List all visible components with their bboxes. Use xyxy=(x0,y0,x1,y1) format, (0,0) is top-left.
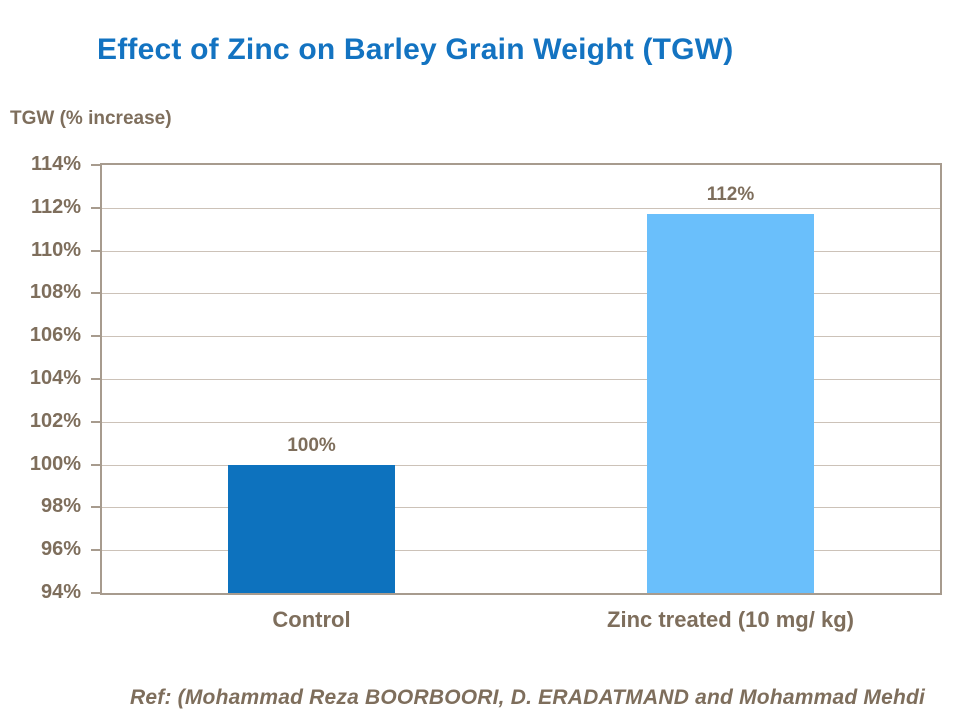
y-tick-mark xyxy=(91,463,100,466)
y-tick-mark xyxy=(91,592,100,594)
gridline-102 xyxy=(102,421,940,423)
y-tick-mark xyxy=(91,549,100,552)
chart-title: Effect of Zinc on Barley Grain Weight (T… xyxy=(97,33,734,66)
bar-control xyxy=(228,464,395,593)
y-tick-label: 108% xyxy=(29,281,81,304)
y-tick-mark xyxy=(91,249,100,252)
y-tick-mark xyxy=(91,335,100,338)
y-tick-mark xyxy=(91,378,100,380)
y-tick-label: 100% xyxy=(29,452,81,475)
y-tick-mark xyxy=(91,206,100,209)
bar-value-label: 100% xyxy=(287,434,336,456)
y-tick-mark xyxy=(91,420,100,423)
gridline-108 xyxy=(102,293,940,295)
y-tick-label: 96% xyxy=(40,538,81,561)
y-axis-title: TGW (% increase) xyxy=(10,108,172,129)
y-tick-label: 94% xyxy=(40,581,81,604)
gridline-98 xyxy=(102,507,940,509)
y-tick-label: 112% xyxy=(30,195,81,218)
y-tick-mark xyxy=(91,506,100,509)
gridline-106 xyxy=(102,336,940,338)
y-tick-label: 114% xyxy=(30,153,81,176)
y-tick-label: 110% xyxy=(30,238,81,261)
y-tick-mark xyxy=(91,164,100,166)
bar-value-label: 112% xyxy=(706,184,755,206)
y-tick-label: 104% xyxy=(29,367,81,390)
y-tick-label: 98% xyxy=(40,495,81,518)
reference-text: Ref: (Mohammad Reza BOORBOORI, D. ERADAT… xyxy=(130,686,926,709)
gridline-110 xyxy=(102,250,940,252)
plot-area: 114% 112% 110% 108% 106% 104% 102% 100% 98% 96% 94… xyxy=(30,153,942,632)
gridline-112 xyxy=(102,207,940,209)
bar-zinc-treated xyxy=(647,214,814,593)
category-label-zinc-treated: Zinc treated (10 mg/ kg) xyxy=(607,607,854,632)
category-label-control: Control xyxy=(272,607,351,632)
gridline-96 xyxy=(102,550,940,552)
y-tick-mark xyxy=(91,292,100,295)
y-tick-label: 102% xyxy=(29,409,81,432)
gridline-100 xyxy=(102,464,940,466)
gridline-104 xyxy=(102,379,940,380)
y-tick-label: 106% xyxy=(29,324,81,347)
